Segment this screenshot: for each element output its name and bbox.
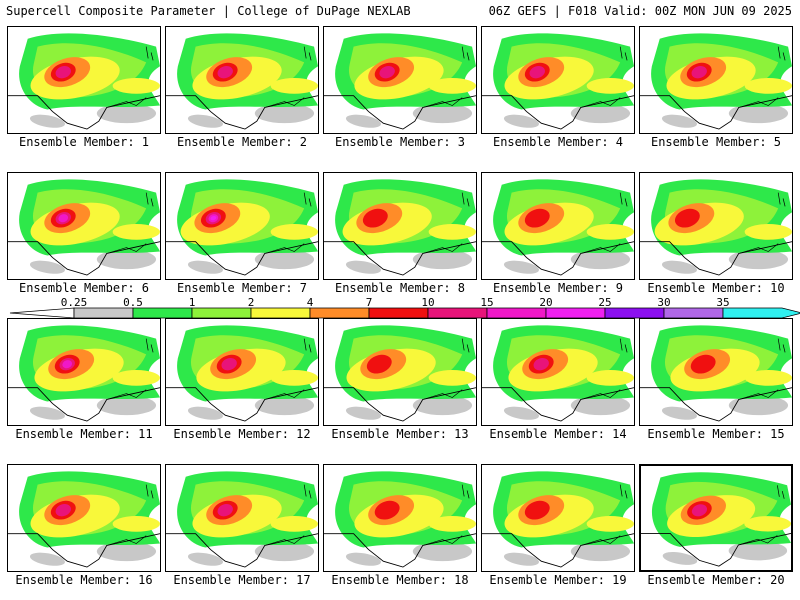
legend-swatch	[604, 307, 665, 319]
scp-map	[482, 471, 634, 568]
legend-tick-label: 0.5	[123, 296, 143, 309]
legend-swatch	[545, 307, 606, 319]
legend-swatch	[486, 307, 547, 319]
legend-swatch	[368, 307, 429, 319]
ensemble-member-label: Ensemble Member: 9	[492, 281, 624, 295]
legend-tick-label: 7	[366, 296, 373, 309]
ensemble-member-label: Ensemble Member: 15	[647, 427, 785, 441]
ensemble-member-label: Ensemble Member: 19	[489, 573, 627, 587]
scp-map	[482, 325, 634, 422]
scp-map	[166, 33, 318, 130]
scp-map	[641, 472, 791, 567]
legend-swatch	[309, 307, 370, 319]
legend-swatch	[722, 307, 800, 319]
ensemble-panel-11[interactable]	[7, 318, 161, 426]
ensemble-panel-14[interactable]	[481, 318, 635, 426]
legend-swatch	[663, 307, 724, 319]
ensemble-panel-20[interactable]	[639, 464, 793, 572]
scp-map	[166, 179, 318, 276]
ensemble-member-label: Ensemble Member: 10	[647, 281, 785, 295]
legend-swatch	[191, 307, 252, 319]
legend-swatch	[132, 307, 193, 319]
scp-map	[8, 179, 160, 276]
ensemble-member-label: Ensemble Member: 2	[176, 135, 308, 149]
scp-map	[640, 179, 792, 276]
scp-map	[166, 471, 318, 568]
ensemble-panel-12[interactable]	[165, 318, 319, 426]
legend-swatch	[250, 307, 311, 319]
scp-map	[8, 471, 160, 568]
color-legend: 0.25 0.5 1 2 4 7 10 15 20 25 30 35	[0, 296, 800, 320]
ensemble-member-label: Ensemble Member: 18	[331, 573, 469, 587]
scp-map	[324, 325, 476, 422]
ensemble-panel-3[interactable]	[323, 26, 477, 134]
legend-tick-label: 20	[539, 296, 552, 309]
ensemble-member-label: Ensemble Member: 3	[334, 135, 466, 149]
ensemble-panel-6[interactable]	[7, 172, 161, 280]
ensemble-member-label: Ensemble Member: 16	[15, 573, 153, 587]
scp-map	[324, 33, 476, 130]
ensemble-member-label: Ensemble Member: 1	[18, 135, 150, 149]
scp-map	[8, 33, 160, 130]
scp-map	[324, 471, 476, 568]
scp-map	[166, 325, 318, 422]
ensemble-member-label: Ensemble Member: 8	[334, 281, 466, 295]
ensemble-member-label: Ensemble Member: 11	[15, 427, 153, 441]
legend-tick-label: 30	[657, 296, 670, 309]
scp-map	[8, 325, 160, 422]
scp-map	[482, 33, 634, 130]
ensemble-panel-15[interactable]	[639, 318, 793, 426]
ensemble-member-label: Ensemble Member: 7	[176, 281, 308, 295]
ensemble-panel-19[interactable]	[481, 464, 635, 572]
ensemble-panel-1[interactable]	[7, 26, 161, 134]
ensemble-panel-4[interactable]	[481, 26, 635, 134]
ensemble-panel-5[interactable]	[639, 26, 793, 134]
ensemble-panel-16[interactable]	[7, 464, 161, 572]
ensemble-panel-7[interactable]	[165, 172, 319, 280]
ensemble-member-label: Ensemble Member: 13	[331, 427, 469, 441]
ensemble-panel-18[interactable]	[323, 464, 477, 572]
ensemble-panel-10[interactable]	[639, 172, 793, 280]
header-run-info: 06Z GEFS | F018 Valid: 00Z MON JUN 09 20…	[488, 4, 792, 18]
color-legend-bar: 0.25 0.5 1 2 4 7 10 15 20 25 30 35	[9, 296, 800, 319]
ensemble-member-label: Ensemble Member: 6	[18, 281, 150, 295]
ensemble-member-label: Ensemble Member: 14	[489, 427, 627, 441]
scp-map	[640, 33, 792, 130]
legend-tick-label: 1	[189, 296, 196, 309]
legend-swatch	[427, 307, 488, 319]
ensemble-member-label: Ensemble Member: 5	[650, 135, 782, 149]
legend-tick-label: 15	[480, 296, 493, 309]
ensemble-panel-9[interactable]	[481, 172, 635, 280]
scp-map	[324, 179, 476, 276]
legend-tick-label: 25	[598, 296, 611, 309]
legend-tick-label: 4	[307, 296, 314, 309]
header-title: Supercell Composite Parameter | College …	[6, 4, 411, 18]
legend-swatch	[73, 307, 134, 319]
legend-tick-label: 2	[248, 296, 255, 309]
ensemble-member-label: Ensemble Member: 20	[647, 573, 785, 587]
legend-tick-label: 0.25	[61, 296, 88, 309]
ensemble-panel-8[interactable]	[323, 172, 477, 280]
scp-map	[640, 325, 792, 422]
ensemble-panel-13[interactable]	[323, 318, 477, 426]
legend-tick-label: 35	[716, 296, 729, 309]
ensemble-panel-2[interactable]	[165, 26, 319, 134]
legend-tick-label: 10	[421, 296, 434, 309]
ensemble-member-label: Ensemble Member: 4	[492, 135, 624, 149]
ensemble-member-label: Ensemble Member: 17	[173, 573, 311, 587]
scp-map	[482, 179, 634, 276]
ensemble-panel-17[interactable]	[165, 464, 319, 572]
ensemble-member-label: Ensemble Member: 12	[173, 427, 311, 441]
